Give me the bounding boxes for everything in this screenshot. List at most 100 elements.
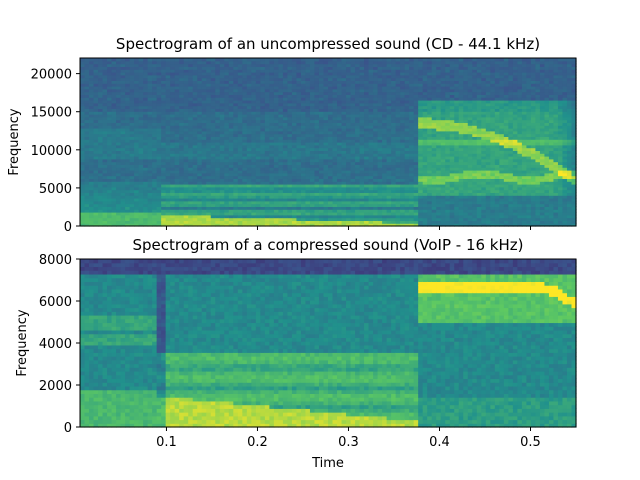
heatmap-cell: [377, 136, 383, 140]
heatmap-cell: [125, 108, 131, 112]
heatmap-cell: [188, 161, 194, 165]
heatmap-cell: [431, 122, 437, 126]
heatmap-cell: [179, 181, 185, 185]
heatmap-cell: [165, 128, 171, 132]
heatmap-cell: [84, 192, 90, 196]
heatmap-cell: [255, 97, 261, 101]
heatmap-cell: [323, 189, 329, 193]
heatmap-cell: [260, 125, 266, 129]
heatmap-cell: [346, 198, 352, 202]
heatmap-cell: [255, 66, 261, 70]
heatmap-cell: [350, 223, 356, 227]
heatmap-cell: [296, 161, 302, 165]
heatmap-cell: [413, 189, 419, 193]
heatmap-cell: [98, 206, 104, 210]
heatmap-cell: [219, 94, 225, 98]
heatmap-cell: [197, 72, 203, 76]
heatmap-cell: [129, 206, 135, 210]
heatmap-cell: [404, 214, 410, 219]
heatmap-cell: [161, 142, 167, 146]
heatmap-cell: [242, 175, 248, 179]
heatmap-cell: [206, 100, 212, 104]
heatmap-cell: [440, 94, 446, 98]
heatmap-cell: [273, 189, 279, 193]
heatmap-cell: [436, 125, 442, 129]
heatmap-cell: [377, 130, 383, 135]
heatmap-cell: [449, 80, 455, 84]
heatmap-cell: [98, 80, 104, 84]
heatmap-cell: [98, 164, 104, 168]
heatmap-cell: [436, 119, 442, 123]
heatmap-cell: [102, 192, 108, 196]
heatmap-cell: [431, 209, 437, 213]
heatmap-cell: [219, 136, 225, 140]
heatmap-cell: [183, 181, 189, 185]
heatmap-cell: [125, 220, 131, 224]
heatmap-cell: [255, 203, 261, 207]
heatmap-cell: [269, 122, 275, 126]
heatmap-cell: [382, 88, 388, 93]
heatmap-cell: [454, 186, 460, 191]
heatmap-cell: [116, 125, 122, 129]
heatmap-cell: [346, 114, 352, 118]
heatmap-cell: [152, 91, 158, 95]
heatmap-cell: [454, 217, 460, 221]
heatmap-cell: [255, 72, 261, 76]
heatmap-cell: [427, 114, 433, 118]
heatmap-cell: [192, 206, 198, 210]
heatmap-cell: [273, 200, 279, 205]
heatmap-cell: [246, 181, 252, 185]
heatmap-cell: [323, 142, 329, 146]
heatmap-cell: [260, 86, 266, 90]
heatmap-cell: [332, 147, 338, 151]
heatmap-cell: [413, 209, 419, 213]
heatmap-cell: [341, 192, 347, 196]
heatmap-cell: [107, 203, 113, 207]
heatmap-cell: [422, 119, 428, 123]
heatmap-cell: [183, 153, 189, 157]
heatmap-cell: [242, 100, 248, 104]
heatmap-cell: [323, 97, 329, 101]
heatmap-cell: [197, 178, 203, 182]
heatmap-cell: [156, 172, 162, 177]
heatmap-cell: [251, 170, 257, 174]
heatmap-cell: [228, 175, 234, 179]
heatmap-cell: [341, 102, 347, 107]
heatmap-cell: [440, 58, 446, 62]
heatmap-cell: [300, 223, 307, 227]
heatmap-cell: [210, 212, 216, 216]
heatmap-cell: [395, 147, 401, 151]
heatmap-cell: [282, 125, 289, 129]
heatmap-cell: [296, 186, 302, 191]
heatmap-cell: [224, 102, 230, 107]
heatmap-cell: [251, 122, 257, 126]
heatmap-cell: [359, 178, 365, 182]
heatmap-cell: [147, 72, 153, 76]
heatmap-cell: [445, 214, 451, 219]
heatmap-cell: [188, 102, 194, 107]
heatmap-cell: [89, 212, 95, 216]
heatmap-cell: [391, 214, 397, 219]
heatmap-cell: [368, 91, 374, 95]
heatmap-cell: [382, 97, 388, 101]
heatmap-cell: [197, 88, 203, 93]
heatmap-cell: [134, 147, 140, 151]
heatmap-cell: [84, 170, 90, 174]
heatmap-cell: [89, 130, 95, 135]
heatmap-cell: [364, 88, 370, 93]
heatmap-cell: [400, 184, 406, 188]
heatmap-cell: [111, 142, 117, 146]
heatmap-cell: [89, 153, 95, 157]
heatmap-cell: [282, 105, 289, 109]
heatmap-cell: [337, 97, 343, 101]
heatmap-cell: [404, 60, 410, 65]
heatmap-cell: [210, 80, 216, 84]
heatmap-cell: [197, 170, 203, 174]
heatmap-cell: [341, 203, 347, 207]
heatmap-cell: [332, 167, 338, 171]
heatmap-cell: [359, 74, 365, 79]
heatmap-cell: [318, 122, 325, 126]
heatmap-cell: [300, 200, 307, 205]
heatmap-cell: [300, 153, 307, 157]
heatmap-cell: [192, 86, 198, 90]
